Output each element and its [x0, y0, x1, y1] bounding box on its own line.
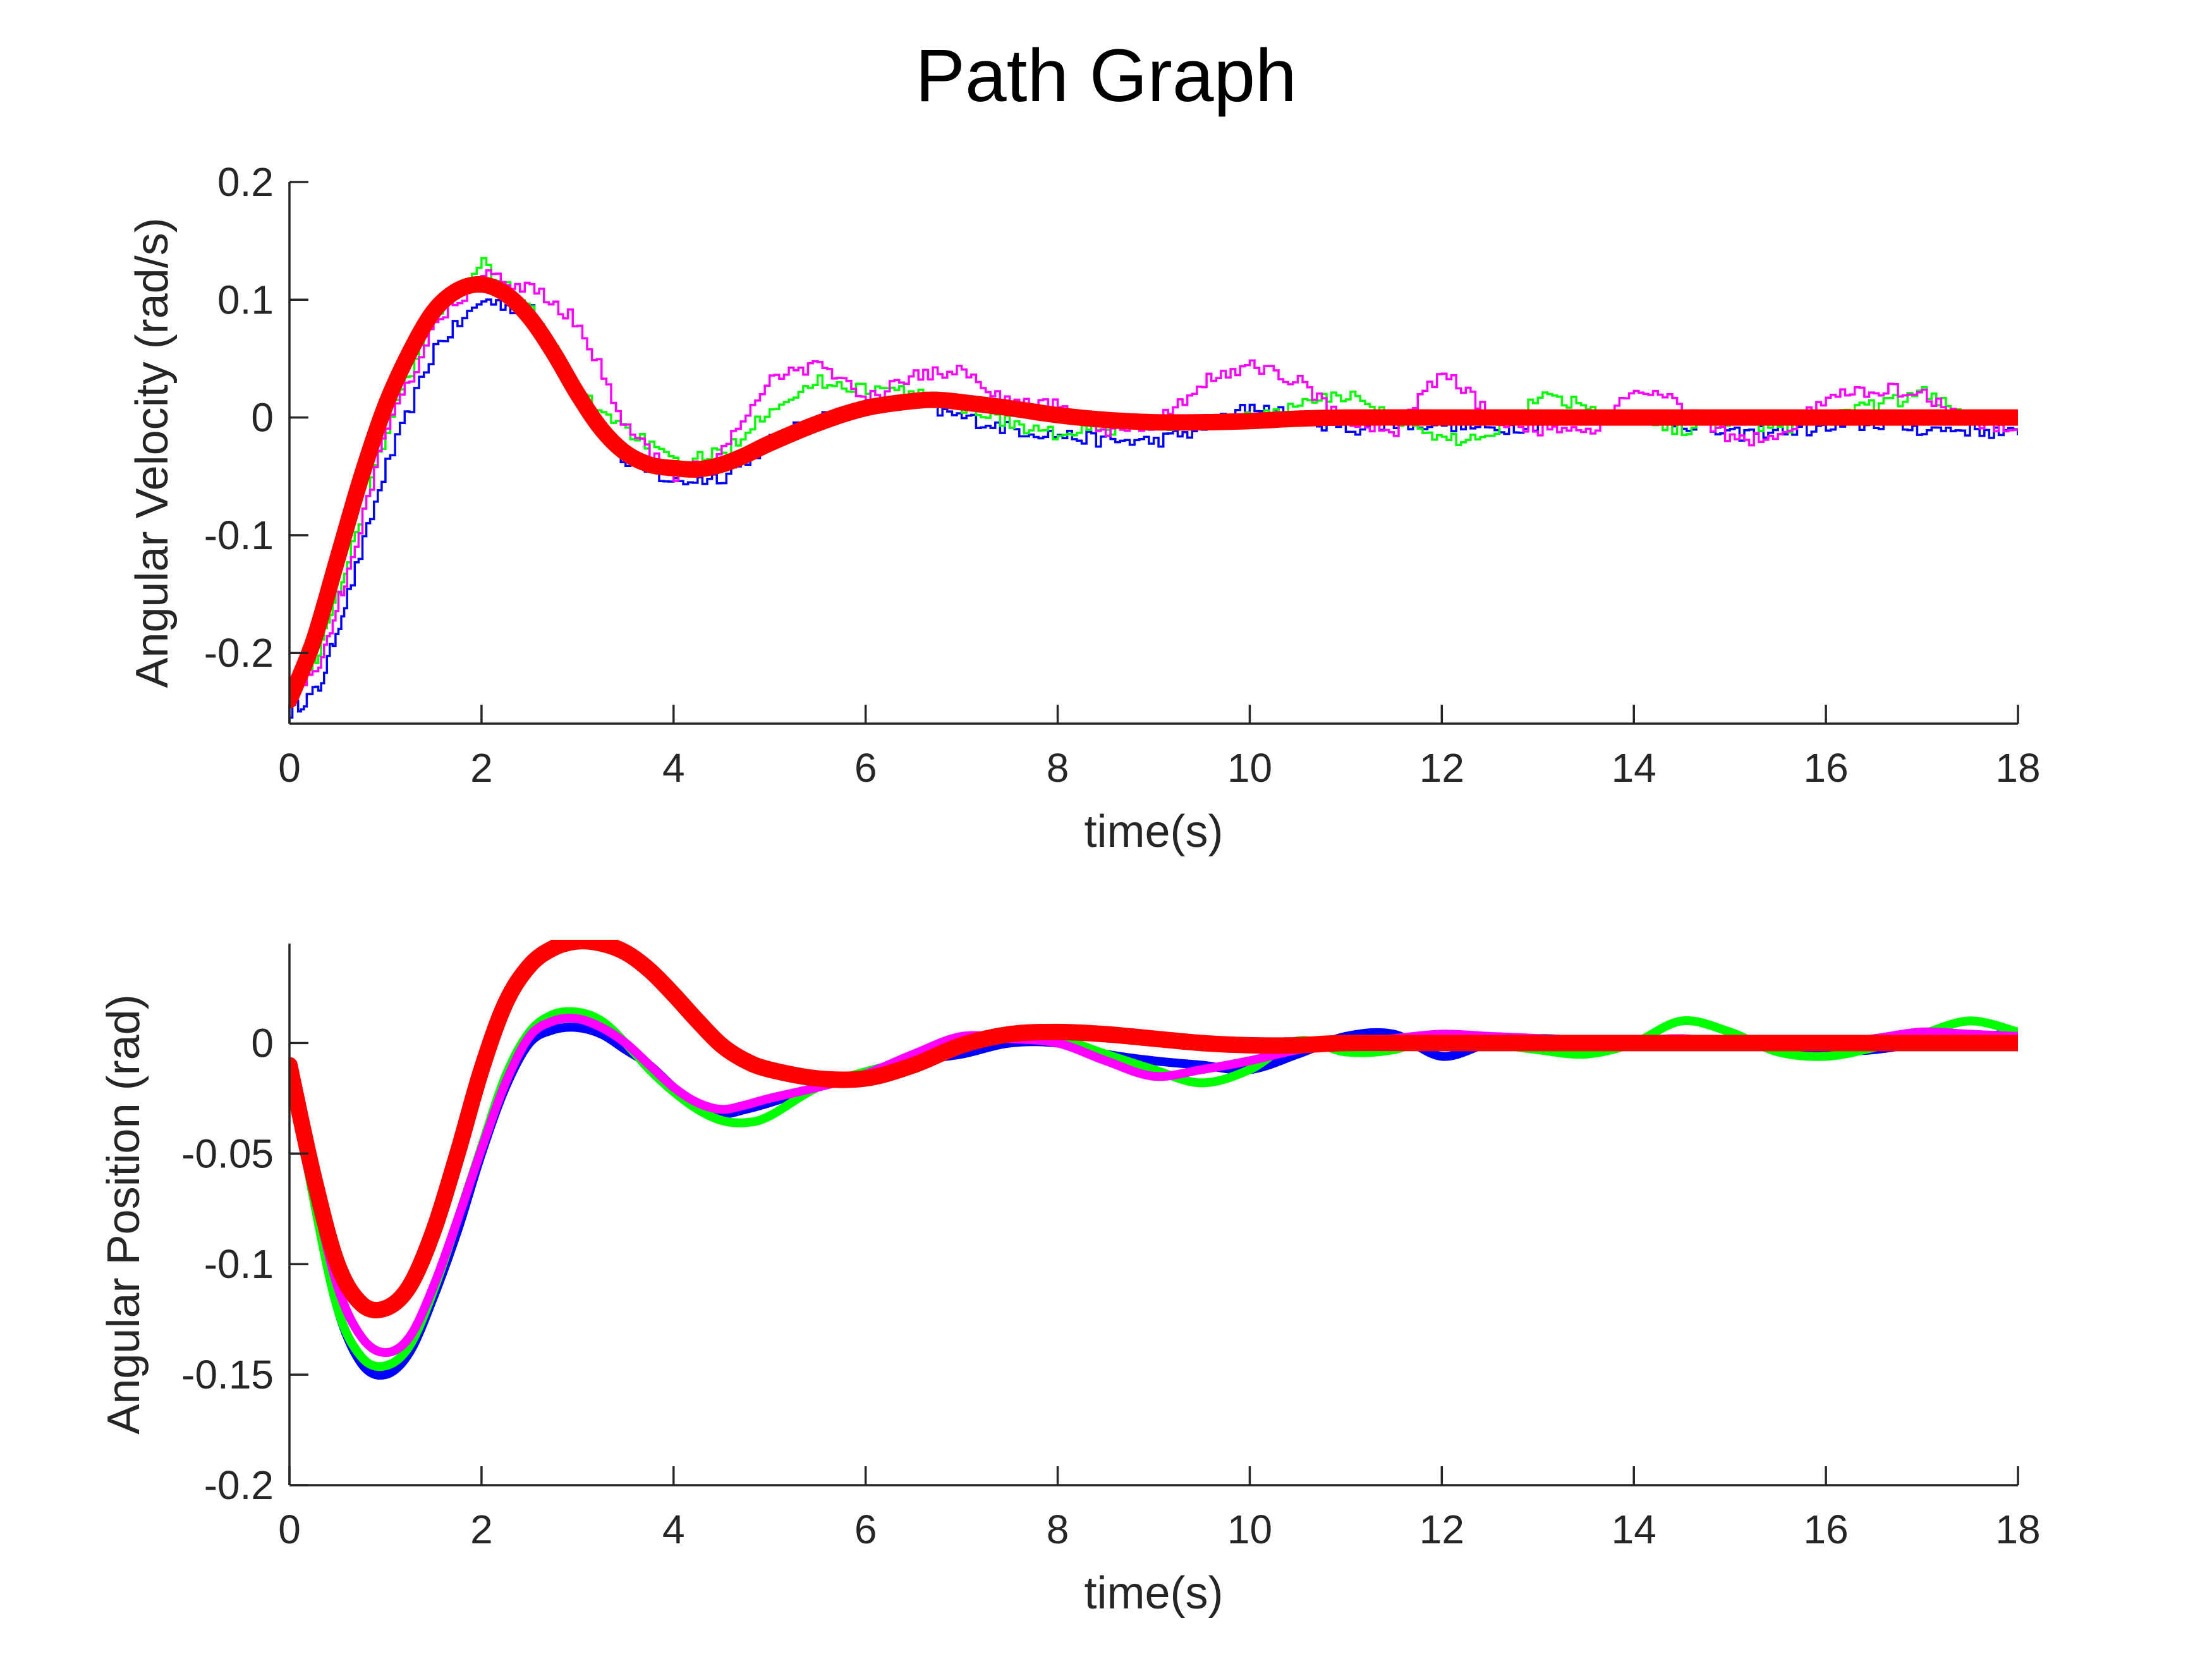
- x-tick-label: 0: [278, 745, 301, 791]
- x-tick-label: 8: [1047, 1507, 1069, 1552]
- y-tick-label: 0: [251, 1020, 274, 1066]
- x-axis-label: time(s): [1085, 1568, 1224, 1619]
- x-tick-label: 2: [470, 1507, 493, 1552]
- x-tick-label: 0: [278, 1507, 301, 1552]
- y-tick-label: 0.1: [217, 277, 274, 322]
- series-line: [289, 298, 2018, 719]
- x-axis-label: time(s): [1085, 806, 1224, 857]
- x-tick-label: 4: [662, 1507, 685, 1552]
- position-subplot: 0 2 4 6 8 10 12 14 16 18 -0.2 -0.15 -0.1 -0.05 0 time(s…: [99, 940, 2041, 1619]
- y-tick-label: -0.05: [181, 1131, 274, 1176]
- y-tick-label: -0.1: [204, 513, 274, 558]
- series-group: [289, 940, 2018, 1380]
- figure-title: Path Graph: [915, 34, 1297, 118]
- x-tick-label: 16: [1804, 745, 1849, 791]
- series-group: [289, 257, 2018, 719]
- velocity-subplot: 0 2 4 6 8 10 12 14 16 18 -0.2 -0.1 0 0.1 0.2 time(s) Ang…: [127, 159, 2041, 857]
- x-tick-label: 12: [1419, 745, 1464, 791]
- x-tick-label: 14: [1612, 1507, 1656, 1552]
- y-tick-label: 0.2: [217, 159, 274, 205]
- y-tick-label: -0.15: [181, 1352, 274, 1397]
- y-tick-label: -0.1: [204, 1241, 274, 1287]
- x-tick-label: 12: [1419, 1507, 1464, 1552]
- series-line: [289, 257, 2018, 695]
- x-tick-label: 4: [662, 745, 685, 791]
- y-tick-label: -0.2: [204, 1462, 274, 1508]
- x-tick-label: 18: [1995, 1507, 2040, 1552]
- y-tick-label: 0: [251, 395, 274, 441]
- x-tick-label: 10: [1227, 1507, 1272, 1552]
- series-line: [289, 940, 2018, 1319]
- series-line: [289, 276, 2018, 708]
- x-tick-label: 2: [470, 745, 493, 791]
- y-axis-label: Angular Velocity (rad/s): [127, 217, 178, 688]
- x-tick-label: 10: [1227, 745, 1272, 791]
- x-tick-label: 8: [1047, 745, 1069, 791]
- x-tick-label: 6: [854, 745, 877, 791]
- y-tick-label: -0.2: [204, 630, 274, 676]
- x-tick-label: 14: [1612, 745, 1656, 791]
- x-tick-label: 6: [854, 1507, 877, 1552]
- x-tick-label: 18: [1995, 745, 2040, 791]
- x-tick-label: 16: [1804, 1507, 1849, 1552]
- y-axis-label: Angular Position (rad): [99, 994, 149, 1434]
